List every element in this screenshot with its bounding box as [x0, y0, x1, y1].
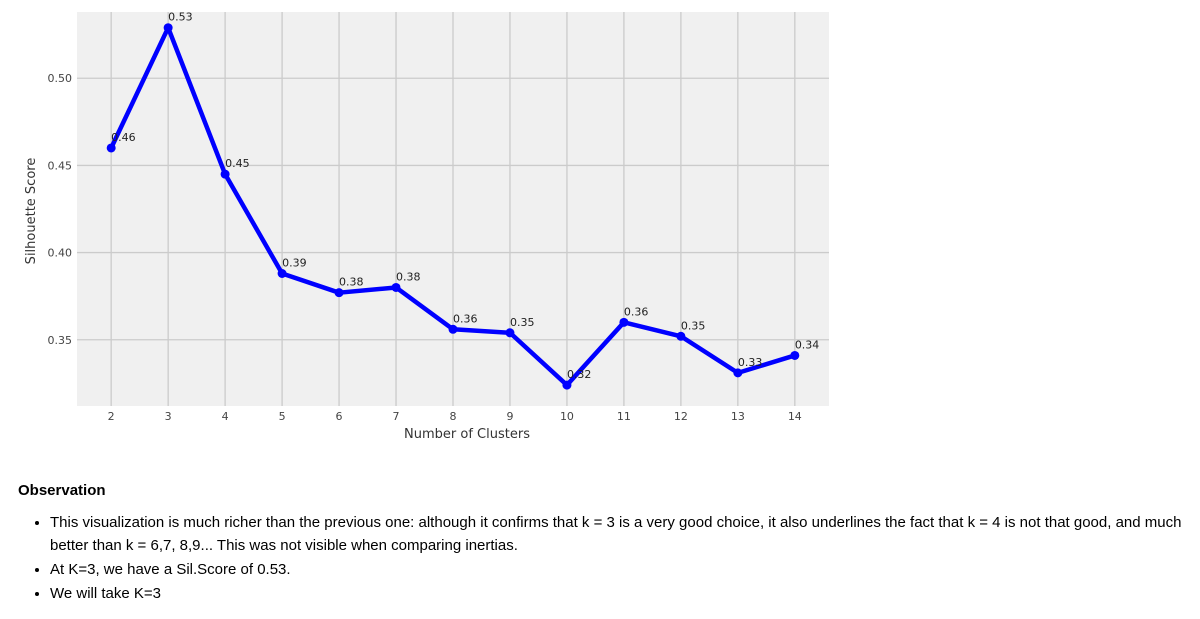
x-axis-title: Number of Clusters [404, 427, 530, 442]
data-label: 0.35 [681, 319, 706, 332]
x-tick-label: 3 [165, 410, 172, 423]
x-tick-label: 10 [560, 410, 574, 423]
x-tick-label: 4 [222, 410, 229, 423]
data-label: 0.33 [738, 356, 763, 369]
x-tick-label: 13 [731, 410, 745, 423]
y-tick-label: 0.50 [48, 72, 73, 85]
data-point [391, 282, 401, 292]
x-tick-label: 14 [788, 410, 802, 423]
data-labels: 0.46 0.53 0.45 0.39 0.38 0.38 0.36 0.35 0.32 0.36… [111, 11, 819, 381]
x-tick-label: 6 [336, 410, 343, 423]
x-tick-label: 5 [279, 410, 286, 423]
x-tick-label: 9 [506, 410, 513, 423]
y-tick-label: 0.35 [48, 334, 73, 347]
data-label: 0.38 [396, 270, 421, 283]
chart-svg: 0.35 0.40 0.45 0.50 2 3 4 5 6 7 8 9 10 11 12 13 14 0.46… [24, 11, 829, 442]
data-point [676, 331, 686, 341]
x-tick-labels: 2 3 4 5 6 7 8 9 10 11 12 13 14 [108, 410, 802, 423]
data-label: 0.36 [453, 312, 478, 325]
data-label: 0.32 [567, 368, 592, 381]
data-point [163, 23, 173, 33]
data-label: 0.46 [111, 131, 136, 144]
data-point [733, 368, 743, 378]
x-tick-label: 12 [674, 410, 688, 423]
data-point [619, 317, 629, 327]
data-label: 0.39 [282, 257, 307, 270]
data-label: 0.53 [168, 11, 193, 24]
data-point [505, 328, 515, 338]
data-points [106, 23, 800, 390]
data-point [790, 350, 800, 360]
y-tick-label: 0.40 [48, 247, 73, 260]
data-label: 0.38 [339, 276, 364, 289]
y-tick-labels: 0.35 0.40 0.45 0.50 [48, 72, 73, 347]
observation-section: Observation This visualization is much r… [18, 482, 1198, 606]
observation-bullet: At K=3, we have a Sil.Score of 0.53. [50, 558, 1198, 581]
data-point [448, 324, 458, 334]
x-tick-label: 11 [617, 410, 631, 423]
observation-bullet: We will take K=3 [50, 582, 1198, 605]
observation-heading: Observation [18, 482, 106, 499]
silhouette-chart: 0.35 0.40 0.45 0.50 2 3 4 5 6 7 8 9 10 11 12 13 14 0.46… [24, 11, 829, 442]
y-tick-label: 0.45 [48, 159, 73, 172]
data-label: 0.35 [510, 316, 535, 329]
data-point [562, 380, 572, 390]
y-axis-title: Silhouette Score [24, 158, 39, 265]
observation-list: This visualization is much richer than t… [18, 511, 1198, 605]
observation-bullet: This visualization is much richer than t… [50, 511, 1198, 557]
data-point [106, 143, 116, 153]
data-label: 0.36 [624, 305, 649, 318]
data-point [220, 169, 230, 179]
data-label: 0.34 [795, 338, 820, 351]
x-tick-label: 7 [393, 410, 400, 423]
x-tick-label: 8 [450, 410, 457, 423]
x-tick-label: 2 [108, 410, 115, 423]
data-point [334, 288, 344, 298]
data-label: 0.45 [225, 157, 250, 170]
data-point [277, 269, 287, 279]
